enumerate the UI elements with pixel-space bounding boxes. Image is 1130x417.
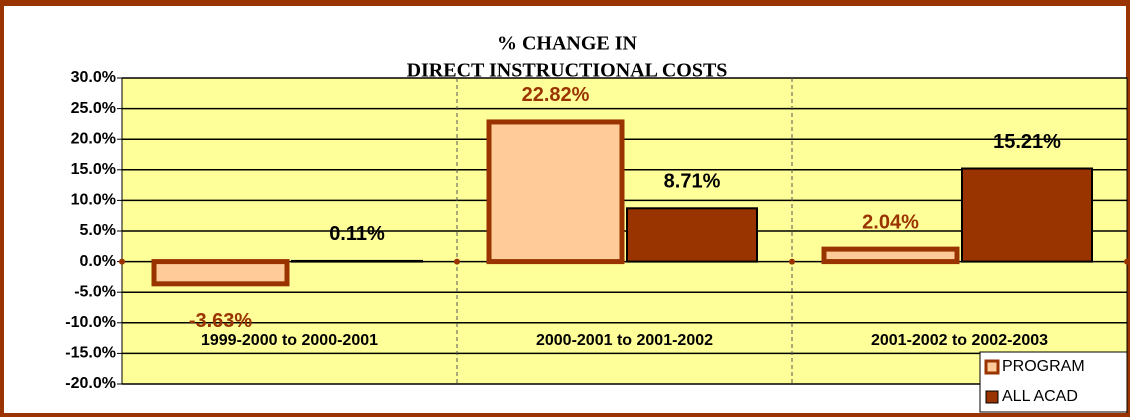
bar [486,119,625,265]
y-tick-label: 10.0% [71,192,116,209]
chart-title: DIRECT INSTRUCTIONAL COSTS [407,60,728,82]
x-tick-label: 2000-2001 to 2001-2002 [536,332,713,349]
y-tick-label: 5.0% [80,222,116,239]
value-label: 22.82% [522,84,590,106]
y-tick-label: -15.0% [65,345,116,362]
y-tick-label: 15.0% [71,161,116,178]
y-tick-label: 0.0% [80,253,116,270]
value-label: -3.63% [189,310,253,332]
bar [151,259,290,287]
x-tick-label: 2001-2002 to 2002-2003 [871,332,1048,349]
axis-dot [1124,258,1130,265]
bar [821,246,960,265]
legend-label: ALL ACAD [1002,388,1078,405]
bar [291,259,423,263]
value-label: 15.21% [993,131,1061,153]
top-band [0,0,1130,6]
value-label: 8.71% [664,171,721,193]
axis-dot [789,258,795,265]
legend-swatch [985,390,999,404]
axis-dot [119,258,125,265]
legend-swatch [984,359,1000,375]
x-tick-label: 1999-2000 to 2000-2001 [201,332,378,349]
legend-label: PROGRAM [1002,358,1085,375]
chart-title: % CHANGE IN [497,33,638,55]
value-label: 0.11% [329,223,385,245]
y-tick-label: 30.0% [71,69,116,86]
y-tick-label: 20.0% [71,130,116,147]
legend-box [979,351,1128,413]
y-tick-label: -5.0% [74,283,116,300]
axis-dot [454,258,460,265]
bar [626,207,758,263]
bar [961,167,1093,263]
y-tick-label: -20.0% [65,375,116,392]
y-tick-label: -10.0% [65,314,116,331]
value-label: 2.04% [862,211,919,233]
y-tick-label: 25.0% [71,100,116,117]
